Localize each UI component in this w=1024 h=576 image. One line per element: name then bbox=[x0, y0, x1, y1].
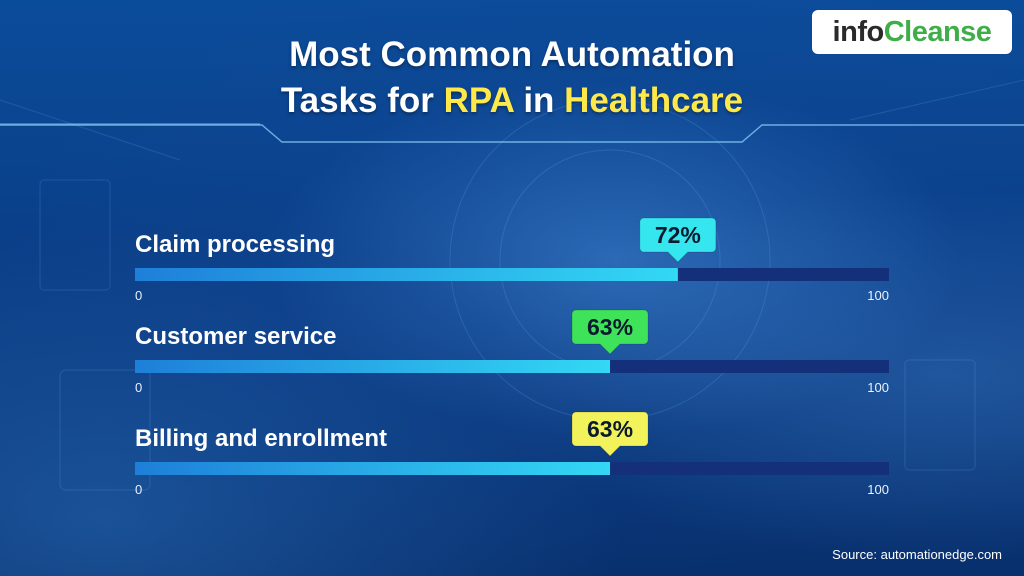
value-label: 63% bbox=[587, 314, 633, 340]
bar-fill bbox=[135, 268, 678, 281]
logo-text-info: info bbox=[832, 15, 885, 48]
axis-min-label: 0 bbox=[135, 380, 142, 395]
bar-fill bbox=[135, 360, 611, 373]
value-badge bbox=[639, 217, 717, 263]
value-badge bbox=[571, 411, 649, 457]
title-highlight-healthcare: Healthcare bbox=[564, 81, 744, 120]
title-part-tasks: Tasks for bbox=[280, 81, 444, 120]
infocleanse-logo: info Cleanse bbox=[812, 10, 1012, 54]
value-badge bbox=[571, 309, 649, 355]
axis-max-label: 100 bbox=[867, 380, 889, 395]
axis-min-label: 0 bbox=[135, 288, 142, 303]
category-label: Customer service bbox=[135, 323, 336, 350]
category-label: Claim processing bbox=[135, 231, 335, 258]
source-note: Source: automationedge.com bbox=[832, 547, 1002, 562]
value-label: 63% bbox=[587, 416, 633, 442]
logo-text-cleanse: Cleanse bbox=[883, 15, 992, 48]
category-label: Billing and enrollment bbox=[135, 425, 387, 452]
axis-max-label: 100 bbox=[867, 482, 889, 497]
title-line-2: Tasks for RPA in Healthcare bbox=[0, 78, 1024, 124]
value-label: 72% bbox=[655, 222, 701, 248]
title-part-in: in bbox=[513, 81, 565, 120]
title-line-1: Most Common Automation bbox=[289, 35, 735, 74]
axis-min-label: 0 bbox=[135, 482, 142, 497]
title-highlight-rpa: RPA bbox=[443, 81, 514, 120]
page-title: Most Common Automation Tasks for RPA in … bbox=[0, 32, 1024, 124]
axis-max-label: 100 bbox=[867, 288, 889, 303]
bar-fill bbox=[135, 462, 611, 475]
